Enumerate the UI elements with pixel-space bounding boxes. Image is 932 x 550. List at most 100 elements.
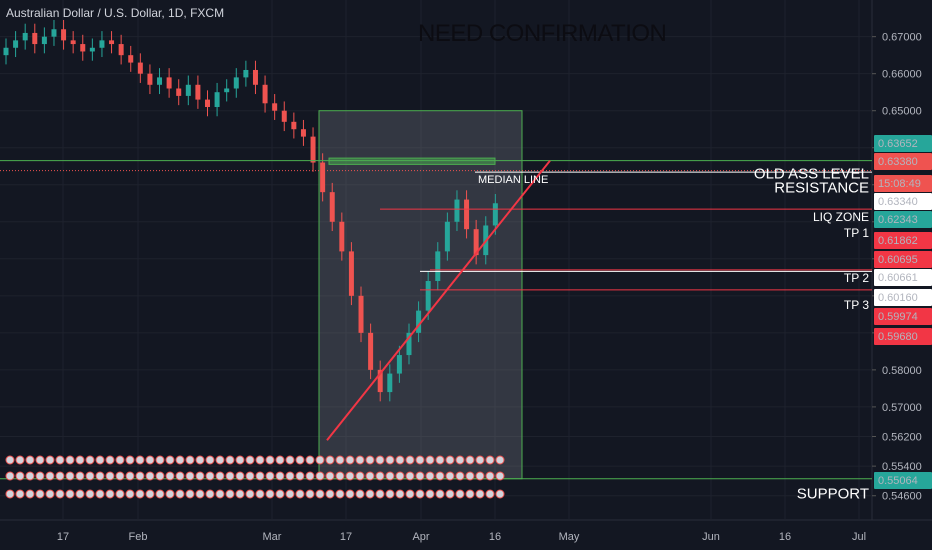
event-marker	[285, 489, 295, 499]
x-axis: 17 Feb Mar 17 Apr 16 May Jun 16 Jul	[57, 531, 866, 543]
event-marker	[85, 489, 95, 499]
event-marker	[75, 455, 85, 465]
price-badge-label: 0.61862	[878, 235, 918, 247]
y-tick-label: 0.65000	[882, 106, 922, 118]
event-marker	[375, 455, 385, 465]
event-marker	[145, 471, 155, 481]
event-marker	[245, 455, 255, 465]
event-marker	[445, 489, 455, 499]
event-marker	[115, 489, 125, 499]
event-marker	[235, 455, 245, 465]
event-marker	[335, 455, 345, 465]
event-marker	[185, 489, 195, 499]
event-marker	[115, 471, 125, 481]
event-marker	[105, 489, 115, 499]
event-marker	[165, 455, 175, 465]
y-tick-label: 0.66000	[882, 69, 922, 81]
event-marker	[25, 455, 35, 465]
candle-body	[406, 332, 412, 356]
event-marker	[385, 489, 395, 499]
event-marker	[475, 471, 485, 481]
candle-body	[204, 99, 210, 108]
event-marker	[475, 455, 485, 465]
event-marker	[155, 489, 165, 499]
candle-body	[224, 88, 230, 93]
event-marker	[235, 489, 245, 499]
event-marker	[45, 455, 55, 465]
candle-body	[291, 121, 297, 130]
event-marker	[195, 455, 205, 465]
event-marker	[345, 455, 355, 465]
tp2-label: TP 2	[844, 271, 869, 285]
event-marker	[395, 455, 405, 465]
event-marker	[55, 471, 65, 481]
event-marker	[495, 489, 505, 499]
event-marker	[35, 471, 45, 481]
price-badge	[874, 193, 932, 210]
event-marker	[315, 455, 325, 465]
event-marker	[35, 455, 45, 465]
event-marker	[425, 489, 435, 499]
liq-zone-label: LIQ ZONE	[813, 210, 869, 224]
event-marker	[365, 489, 375, 499]
event-marker	[375, 471, 385, 481]
event-marker	[45, 471, 55, 481]
candle-body	[109, 40, 115, 45]
event-marker	[355, 471, 365, 481]
event-marker	[475, 489, 485, 499]
event-marker	[415, 455, 425, 465]
price-badge	[874, 135, 932, 152]
price-badge-label: 0.62343	[878, 214, 918, 226]
event-marker	[405, 489, 415, 499]
event-marker	[355, 489, 365, 499]
event-marker	[285, 455, 295, 465]
x-tick-label: 17	[57, 531, 69, 543]
resistance-label: RESISTANCE	[774, 180, 869, 197]
event-marker	[495, 455, 505, 465]
candle-body	[464, 199, 470, 230]
x-tick-label: 17	[340, 531, 352, 543]
price-badge-label: 0.60695	[878, 254, 918, 266]
price-badge	[874, 251, 932, 268]
candle-body	[128, 55, 134, 63]
price-badge-label: 0.63340	[878, 196, 918, 208]
event-marker	[65, 489, 75, 499]
event-marker	[295, 471, 305, 481]
event-marker	[405, 455, 415, 465]
candle-body	[32, 32, 38, 45]
event-marker	[365, 455, 375, 465]
candle-body	[272, 103, 278, 111]
price-badge	[874, 289, 932, 306]
candle-body	[147, 73, 153, 85]
event-marker	[275, 489, 285, 499]
event-marker	[165, 471, 175, 481]
candle-body	[473, 229, 479, 256]
candle-body	[416, 310, 422, 333]
candle-body	[281, 110, 287, 122]
candle-body	[41, 36, 47, 45]
chart-title: Australian Dollar / U.S. Dollar, 1D, FXC…	[6, 6, 225, 20]
event-marker	[225, 489, 235, 499]
event-marker	[205, 489, 215, 499]
event-marker	[25, 471, 35, 481]
x-tick-label: Jul	[852, 531, 866, 543]
event-marker	[335, 471, 345, 481]
event-marker	[155, 471, 165, 481]
event-marker	[395, 471, 405, 481]
trendline	[326, 160, 551, 441]
x-tick-label: Jun	[702, 531, 720, 543]
candle-body	[492, 203, 498, 226]
event-marker	[125, 471, 135, 481]
event-marker	[315, 471, 325, 481]
event-marker	[65, 455, 75, 465]
event-marker	[175, 471, 185, 481]
event-marker	[455, 471, 465, 481]
candle-body	[339, 221, 345, 252]
candle-body	[99, 40, 105, 48]
candle-body	[13, 40, 19, 48]
candle-body	[51, 29, 57, 37]
event-marker	[55, 455, 65, 465]
event-marker	[485, 471, 495, 481]
